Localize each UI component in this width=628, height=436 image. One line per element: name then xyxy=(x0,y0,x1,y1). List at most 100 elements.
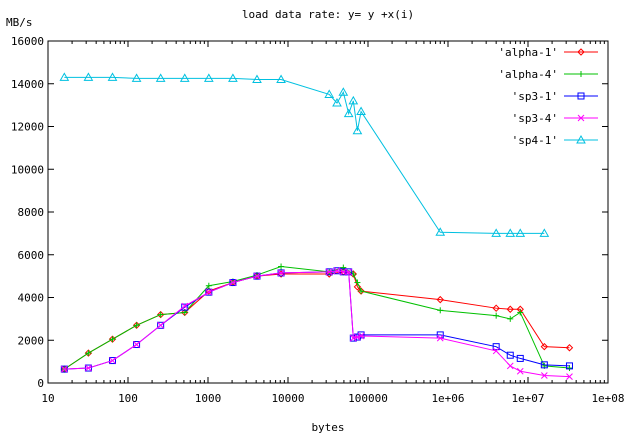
data-point xyxy=(205,288,213,296)
data-point xyxy=(540,372,548,379)
data-point xyxy=(345,268,353,276)
y-tick-label: 12000 xyxy=(11,121,44,134)
series-layer xyxy=(59,72,574,380)
data-point xyxy=(181,302,189,310)
data-point xyxy=(515,228,526,237)
data-point xyxy=(356,106,366,116)
y-tick-label: 6000 xyxy=(18,249,45,262)
data-point xyxy=(229,279,237,287)
data-point xyxy=(332,97,342,107)
data-point xyxy=(205,288,213,296)
data-point xyxy=(278,263,285,270)
data-point xyxy=(540,342,549,351)
data-point xyxy=(436,334,444,342)
series-3 xyxy=(60,267,573,380)
legend-marker xyxy=(578,71,584,77)
legend-item-1: 'alpha-4' xyxy=(498,68,598,81)
series-4 xyxy=(59,72,550,237)
data-point xyxy=(506,305,514,313)
series-1 xyxy=(61,263,573,373)
data-point xyxy=(155,73,166,82)
legend-item-4: 'sp4-1' xyxy=(512,134,598,147)
series-2 xyxy=(60,267,573,373)
data-point xyxy=(85,364,92,372)
data-point xyxy=(492,347,500,355)
data-point xyxy=(133,341,141,349)
x-tick-label: 100000 xyxy=(348,392,388,405)
data-point xyxy=(338,87,349,96)
data-point xyxy=(60,365,68,373)
data-point xyxy=(276,74,286,83)
data-point xyxy=(109,357,116,364)
data-point xyxy=(492,343,500,351)
series-line-2 xyxy=(64,270,570,370)
data-point xyxy=(205,282,212,289)
data-point xyxy=(277,269,285,277)
legend-marker xyxy=(577,92,585,100)
chart-title: load data rate: y= y +x(i) xyxy=(242,8,414,21)
x-tick-label: 1e+08 xyxy=(591,392,624,405)
data-point xyxy=(229,279,237,286)
data-point xyxy=(343,108,354,118)
data-point xyxy=(566,373,573,380)
x-tick-label: 1000 xyxy=(195,392,222,405)
data-point xyxy=(179,73,190,82)
data-point xyxy=(203,73,214,82)
y-tick-label: 0 xyxy=(37,377,44,390)
x-tick-label: 1e+06 xyxy=(431,392,464,405)
data-point xyxy=(507,315,514,322)
data-point xyxy=(333,267,341,275)
y-tick-label: 16000 xyxy=(11,35,44,48)
legend-marker xyxy=(577,114,585,122)
data-point xyxy=(353,283,362,291)
data-point xyxy=(354,333,361,341)
y-tick-label: 10000 xyxy=(11,163,44,176)
legend-item-3: 'sp3-4' xyxy=(512,112,598,125)
y-tick-label: 4000 xyxy=(18,292,45,305)
series-line-0 xyxy=(64,271,570,370)
data-point xyxy=(108,357,116,365)
data-point xyxy=(253,272,261,280)
data-point xyxy=(493,312,500,319)
series-0 xyxy=(60,268,574,373)
data-point xyxy=(157,321,165,329)
legend-label: 'sp3-1' xyxy=(512,90,558,103)
data-point xyxy=(491,228,502,237)
data-point xyxy=(85,350,92,357)
series-line-4 xyxy=(64,76,545,234)
legend-label: 'sp4-1' xyxy=(512,134,558,147)
data-point xyxy=(354,279,361,286)
data-point xyxy=(435,227,446,236)
data-point xyxy=(324,89,335,98)
data-point xyxy=(131,73,142,82)
data-point xyxy=(157,311,164,318)
data-point xyxy=(348,95,359,105)
data-point xyxy=(436,295,444,304)
data-point xyxy=(516,367,524,375)
data-point xyxy=(357,332,365,340)
data-point xyxy=(506,351,514,359)
data-point xyxy=(506,362,514,370)
y-axis-label: MB/s xyxy=(6,16,33,29)
y-tick-label: 8000 xyxy=(18,206,45,219)
y-tick-label: 14000 xyxy=(11,78,44,91)
x-tick-label: 1e+07 xyxy=(511,392,544,405)
data-point xyxy=(566,365,573,372)
x-tick-label: 10000 xyxy=(271,392,304,405)
data-point xyxy=(505,228,516,237)
x-axis-label: bytes xyxy=(311,421,344,434)
data-point xyxy=(539,228,550,237)
data-point xyxy=(517,309,524,316)
data-point xyxy=(357,331,365,339)
data-point xyxy=(565,362,573,370)
data-point xyxy=(352,125,363,135)
data-point xyxy=(107,72,118,81)
data-point xyxy=(565,344,574,352)
y-tick-label: 2000 xyxy=(18,334,45,347)
legend-marker xyxy=(577,48,585,56)
data-point xyxy=(437,307,444,314)
axis-ticks: 10 100 1000 10000 100000 1e+06 1e+07 1e+08 0 2000… xyxy=(11,35,625,405)
legend-item-2: 'sp3-1' xyxy=(512,90,598,103)
data-point xyxy=(325,270,333,278)
